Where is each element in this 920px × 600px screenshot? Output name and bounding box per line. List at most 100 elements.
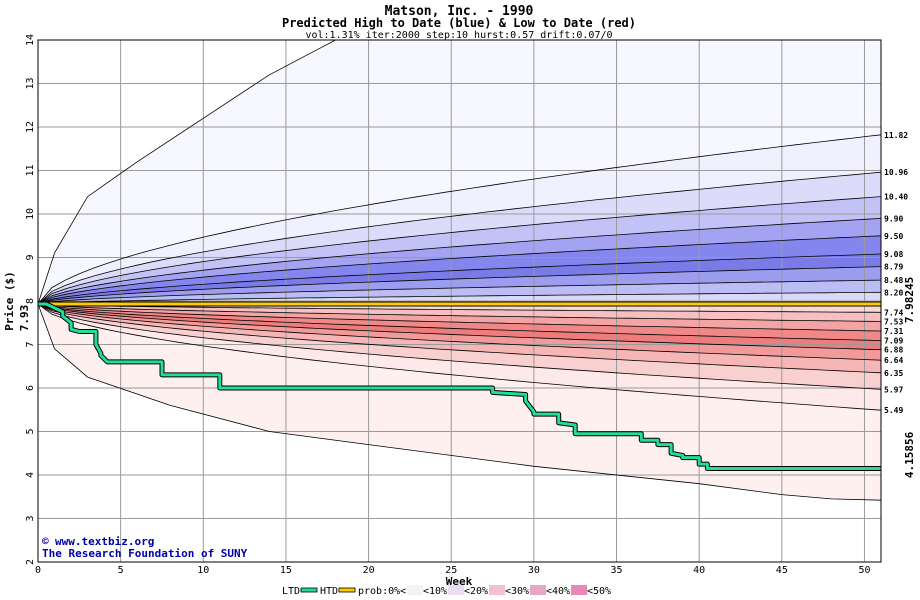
x-tick-label: 15 bbox=[280, 565, 292, 576]
band-boundary-line bbox=[37, 303, 882, 390]
probability-band-12 bbox=[38, 304, 881, 331]
probability-band-6 bbox=[38, 254, 881, 304]
credit-org: The Research Foundation of SUNY bbox=[42, 547, 248, 560]
x-tick-label: 10 bbox=[197, 565, 209, 576]
x-tick-label: 30 bbox=[528, 565, 540, 576]
ltd-final-label: 4.15856 bbox=[903, 431, 916, 478]
band-boundary-line bbox=[37, 266, 882, 305]
final-value-label: 7.53 bbox=[884, 317, 903, 326]
probability-band-7 bbox=[38, 266, 881, 304]
legend-label: <10% bbox=[423, 586, 447, 597]
final-value-label: 8.79 bbox=[884, 263, 903, 272]
legend: LTD HTD prob:0%< <10% <20% <30% <40% <50% bbox=[282, 585, 611, 597]
y-tick-label: 2 bbox=[25, 559, 36, 565]
band-boundary-line bbox=[37, 171, 882, 305]
final-value-labels: 11.82 10.96 10.40 9.90 9.50 9.08 8.79 8.48 8.20 7… bbox=[884, 131, 908, 415]
probability-band-14 bbox=[38, 304, 881, 350]
legend-label: <50% bbox=[587, 586, 611, 597]
start-price-label: 7.93 bbox=[18, 305, 31, 332]
legend-swatch bbox=[530, 585, 546, 595]
band-boundary-line bbox=[37, 303, 882, 341]
chart-subtitle: Predicted High to Date (blue) & Low to D… bbox=[282, 16, 636, 30]
probability-band-3 bbox=[38, 196, 881, 304]
band-boundary-line bbox=[37, 303, 882, 351]
y-tick-label: 13 bbox=[25, 77, 36, 89]
y-tick-label: 12 bbox=[25, 121, 36, 133]
htd-final-label: 7.98245 bbox=[903, 277, 916, 323]
x-tick-label: 20 bbox=[363, 565, 375, 576]
legend-swatch bbox=[571, 585, 587, 595]
final-value-label: 7.09 bbox=[884, 337, 903, 346]
outer-envelope-upper bbox=[37, 39, 881, 305]
legend-label: HTD bbox=[320, 586, 338, 597]
legend-swatch bbox=[448, 585, 464, 595]
band-boundary-line bbox=[37, 303, 882, 361]
final-value-label: 10.96 bbox=[884, 168, 908, 177]
y-tick-label: 14 bbox=[25, 34, 36, 46]
probability-band-2 bbox=[38, 172, 881, 304]
band-boundary-line bbox=[37, 196, 882, 305]
band-boundary-line bbox=[37, 303, 882, 313]
legend-swatch bbox=[407, 585, 423, 595]
final-value-label: 9.90 bbox=[884, 214, 903, 223]
final-value-label: 5.49 bbox=[884, 406, 903, 415]
probability-band-1 bbox=[38, 134, 881, 304]
final-value-label: 7.74 bbox=[884, 308, 903, 317]
legend-label: <30% bbox=[505, 586, 529, 597]
plot-frame bbox=[37, 39, 882, 563]
y-tick-label: 7 bbox=[25, 341, 36, 347]
y-tick-label: 4 bbox=[25, 472, 36, 478]
y-tick-label: 9 bbox=[25, 254, 36, 260]
legend-swatch bbox=[489, 585, 505, 595]
legend-label: <40% bbox=[546, 586, 570, 597]
band-boundary-line bbox=[37, 303, 882, 374]
chart-title: Matson, Inc. - 1990 bbox=[385, 4, 534, 19]
legend-label: prob:0%< bbox=[358, 586, 406, 597]
probability-band-8 bbox=[38, 280, 881, 304]
x-tick-label: 45 bbox=[776, 565, 788, 576]
x-tick-label: 35 bbox=[611, 565, 623, 576]
y-tick-label: 8 bbox=[25, 298, 36, 304]
probability-band-11 bbox=[38, 304, 881, 322]
x-tick-label: 5 bbox=[118, 565, 124, 576]
final-value-label: 6.88 bbox=[884, 346, 903, 355]
credits: © www.textbiz.org The Research Foundatio… bbox=[42, 535, 248, 560]
final-value-label: 9.08 bbox=[884, 250, 903, 259]
x-tick-label: 25 bbox=[445, 565, 457, 576]
band-boundary-line bbox=[37, 291, 882, 305]
x-axis-label: Week bbox=[446, 575, 473, 588]
legend-label: LTD bbox=[282, 586, 300, 597]
y-tick-label: 6 bbox=[25, 385, 36, 391]
final-value-label: 5.97 bbox=[884, 385, 903, 394]
band-boundary-line bbox=[37, 303, 882, 332]
legend-swatch bbox=[338, 587, 356, 593]
band-boundary-line bbox=[37, 134, 882, 305]
band-boundary-line bbox=[37, 303, 882, 411]
copyright-icon: © bbox=[42, 535, 49, 548]
x-tick-labels: 0 5 10 15 20 25 30 35 40 45 50 bbox=[35, 565, 871, 576]
probability-band-15 bbox=[38, 304, 881, 361]
ltd-line bbox=[38, 302, 881, 470]
legend-swatch bbox=[300, 587, 318, 593]
probability-band-17 bbox=[38, 304, 881, 390]
outer-fill-upper bbox=[38, 40, 881, 304]
x-tick-label: 50 bbox=[858, 565, 870, 576]
probability-band-18 bbox=[38, 304, 881, 411]
final-value-label: 9.50 bbox=[884, 232, 903, 241]
band-boundary-line bbox=[37, 253, 882, 305]
credit-site: www.textbiz.org bbox=[55, 535, 154, 548]
y-tick-labels: 2 3 4 5 6 7 8 9 10 11 12 13 14 bbox=[25, 34, 36, 565]
chart-params: vol:1.31% iter:2000 step:10 hurst:0.57 d… bbox=[305, 30, 612, 41]
final-value-label: 6.35 bbox=[884, 369, 903, 378]
y-tick-label: 11 bbox=[25, 164, 36, 176]
y-tick-label: 10 bbox=[25, 208, 36, 220]
x-tick-label: 0 bbox=[35, 565, 41, 576]
y-axis-label: Price ($) bbox=[3, 271, 16, 331]
final-value-label: 6.64 bbox=[884, 356, 903, 365]
band-boundary-line bbox=[37, 235, 882, 305]
outer-envelope-lower bbox=[37, 303, 882, 501]
final-value-label: 8.48 bbox=[884, 276, 903, 285]
probability-band-4 bbox=[38, 218, 881, 304]
band-boundary-line bbox=[37, 303, 882, 322]
